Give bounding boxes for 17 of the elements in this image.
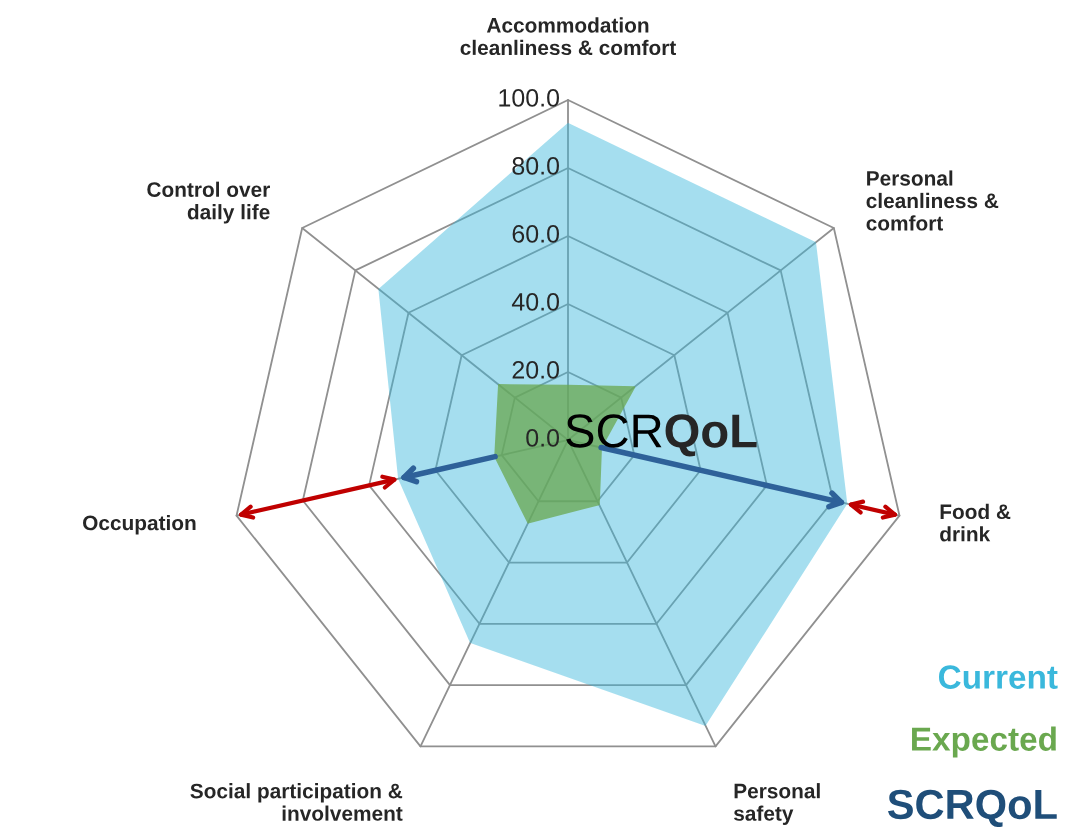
text: SCRQoL: [566, 414, 757, 457]
spoke-label: Social participation & involvement: [190, 783, 403, 821]
text: Current: [938, 665, 1058, 689]
y-tick-label: 0.0: [526, 429, 560, 447]
spoke-label: Control over daily life: [147, 181, 270, 224]
y-tick-label: 100.0: [499, 89, 560, 107]
text: SCRQoL: [887, 789, 1057, 827]
y-tick-label: 20.0: [512, 361, 560, 379]
y-tick-label: 60.0: [512, 225, 560, 243]
y-tick-label: 80.0: [512, 157, 560, 175]
spoke-label: Food & drink: [940, 503, 1011, 542]
y-tick-label: 40.0: [511, 293, 560, 311]
spoke-label: Accommodation cleanliness & comfort: [460, 17, 676, 56]
spoke-label: Personal cleanliness & comfort: [866, 170, 999, 231]
spoke-label: Occupation: [83, 515, 196, 535]
text: Expected: [912, 726, 1056, 758]
spoke-label: Personal safety: [733, 783, 820, 825]
